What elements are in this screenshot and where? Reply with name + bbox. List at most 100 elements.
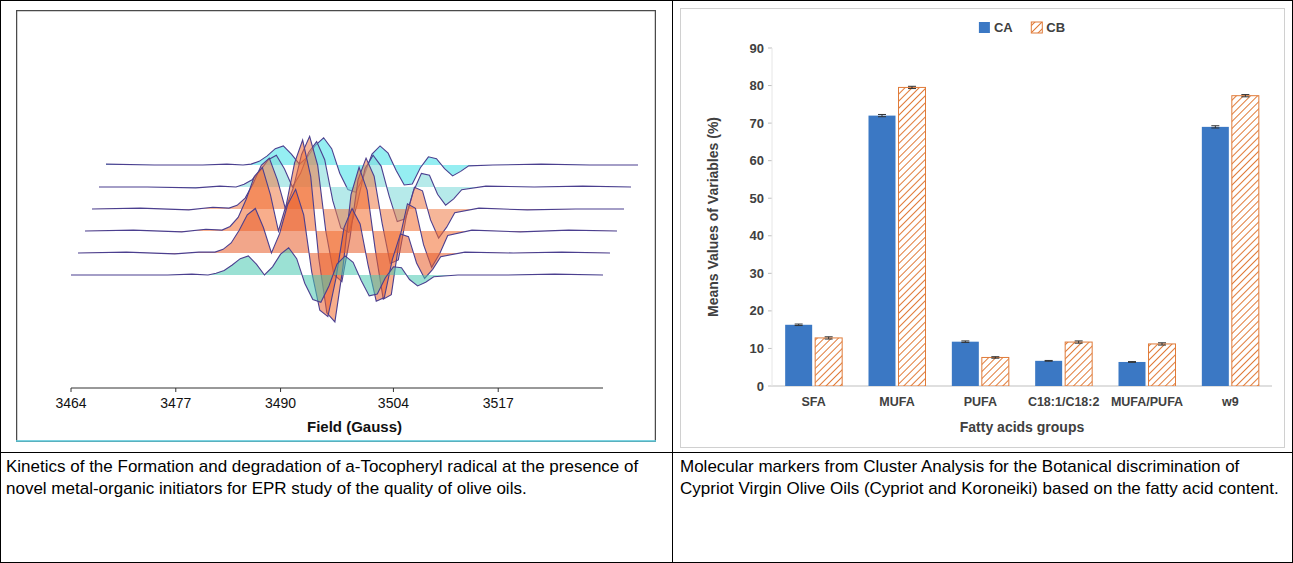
error-cap: [825, 339, 833, 340]
y-tick: [768, 160, 772, 161]
x-tick: [280, 388, 281, 392]
error-cap: [1241, 94, 1249, 95]
error-cap: [878, 114, 886, 115]
error-bar: [1241, 95, 1249, 97]
error-cap: [991, 358, 999, 359]
error-cap: [961, 342, 969, 343]
panel-frame: [17, 11, 656, 442]
y-tick: [768, 48, 772, 49]
error-cap: [961, 340, 969, 341]
error-bar: [1158, 343, 1166, 345]
trace-line: [71, 248, 603, 303]
y-tick-label: 30: [750, 266, 764, 281]
legend: CA CB: [979, 20, 1065, 35]
legend-label: CA: [994, 20, 1013, 35]
chart-frame: [681, 9, 1285, 448]
x-tick-label: 3477: [160, 395, 191, 411]
error-cap: [1075, 340, 1083, 341]
bar: [815, 338, 842, 386]
y-tick-label: 70: [750, 116, 764, 131]
y-tick: [768, 273, 772, 274]
y-tick-label: 90: [750, 41, 764, 56]
x-axis-title: Fatty acids groups: [960, 419, 1085, 435]
error-bars: [795, 86, 1250, 362]
bar: [869, 116, 896, 386]
bar: [785, 325, 812, 386]
error-cap: [878, 116, 886, 117]
error-cap: [1128, 362, 1136, 363]
y-tick: [768, 85, 772, 86]
x-tick-label: 3517: [483, 395, 514, 411]
x-tick: [71, 388, 72, 392]
caption: Molecular markers from Cluster Analysis …: [680, 456, 1280, 500]
y-tick: [768, 310, 772, 311]
error-bar: [1075, 341, 1083, 343]
y-tick-label: 50: [750, 191, 764, 206]
bar: [1119, 362, 1146, 386]
x-axis-title: Field (Gauss): [307, 418, 402, 435]
y-axis: [772, 48, 773, 386]
y-tick: [768, 198, 772, 199]
error-cap: [1211, 127, 1219, 128]
trace-fill: [78, 189, 610, 316]
bar: [1232, 96, 1259, 386]
error-cap: [1211, 125, 1219, 126]
error-bar: [795, 324, 803, 326]
bar: [1202, 127, 1229, 386]
trace-fill: [71, 248, 603, 303]
bar-chart: 0102030405060708090SFAMUFAPUFAC18:1/C18:…: [680, 8, 1285, 448]
y-tick: [768, 235, 772, 236]
legend-item: CA: [979, 20, 1013, 35]
bar: [1035, 361, 1062, 386]
x-tick-label: 3490: [265, 395, 296, 411]
error-cap: [908, 88, 916, 89]
legend-item: CB: [1031, 20, 1065, 35]
bar: [1065, 342, 1092, 386]
y-tick-label: 20: [750, 303, 764, 318]
x-axis: [772, 386, 1272, 387]
x-tick-label: C18:1/C18:2: [1028, 395, 1100, 409]
bar: [952, 342, 979, 386]
y-tick-label: 0: [757, 379, 764, 394]
y-tick-label: 60: [750, 153, 764, 168]
y-tick: [768, 123, 772, 124]
x-tick-label: MUFA: [879, 395, 914, 409]
caption: Kinetics of the Formation and degradatio…: [6, 456, 666, 500]
error-cap: [1045, 360, 1053, 361]
error-bar: [1128, 361, 1136, 363]
trace-line: [78, 189, 610, 316]
x-tick-label: SFA: [802, 395, 826, 409]
legend-label: CB: [1046, 20, 1065, 35]
error-cap: [795, 325, 803, 326]
bar: [1149, 344, 1176, 386]
error-bar: [878, 114, 886, 116]
x-tick: [175, 388, 176, 392]
error-bar: [908, 86, 916, 88]
error-cap: [1045, 361, 1053, 362]
y-tick-label: 80: [750, 78, 764, 93]
error-cap: [991, 356, 999, 357]
y-tick-label: 40: [750, 228, 764, 243]
traces: [71, 136, 638, 322]
error-bar: [991, 357, 999, 359]
error-cap: [1241, 96, 1249, 97]
y-axis-title: Means Values of Variables (%): [705, 117, 721, 317]
error-cap: [1075, 343, 1083, 344]
legend-swatch: [979, 22, 990, 33]
x-tick-label: MUFA/PUFA: [1111, 395, 1183, 409]
error-bar: [825, 337, 833, 339]
y-tick-label: 10: [750, 341, 764, 356]
bar: [899, 87, 926, 386]
error-cap: [1128, 361, 1136, 362]
row-divider: [0, 452, 1293, 453]
x-axis: [71, 388, 603, 389]
error-cap: [1158, 342, 1166, 343]
x-tick-label: 3464: [55, 395, 86, 411]
x-tick-label: 3504: [378, 395, 409, 411]
error-cap: [795, 324, 803, 325]
legend-swatch: [1031, 22, 1042, 33]
cell-divider: [672, 0, 673, 563]
error-cap: [825, 336, 833, 337]
error-bar: [1211, 126, 1219, 128]
bars: [785, 87, 1259, 386]
